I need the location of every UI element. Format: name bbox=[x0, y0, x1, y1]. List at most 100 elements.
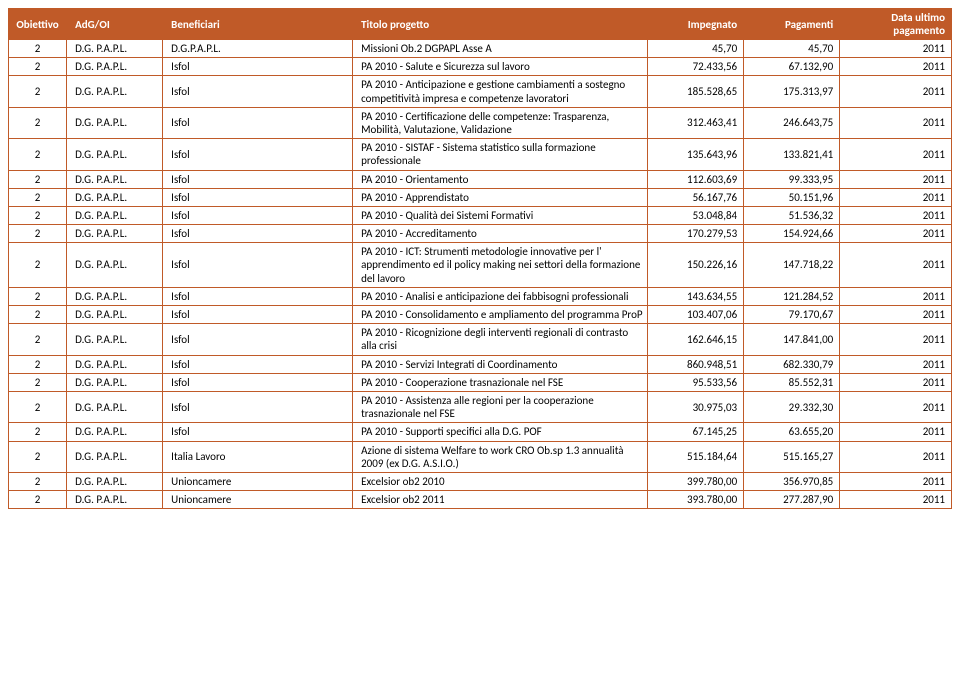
cell: 29.332,30 bbox=[744, 391, 840, 422]
cell: Isfol bbox=[163, 58, 353, 76]
cell: PA 2010 - Certificazione delle competenz… bbox=[353, 107, 648, 138]
cell: 2011 bbox=[840, 287, 952, 305]
cell: Isfol bbox=[163, 170, 353, 188]
cell: 2011 bbox=[840, 373, 952, 391]
cell: D.G. P.A.P.L. bbox=[67, 391, 163, 422]
cell: Isfol bbox=[163, 306, 353, 324]
cell: D.G.P.A.P.L. bbox=[163, 40, 353, 58]
data-table: Obiettivo AdG/OI Beneficiari Titolo prog… bbox=[8, 8, 952, 509]
cell: 50.151,96 bbox=[744, 188, 840, 206]
cell: PA 2010 - Qualità dei Sistemi Formativi bbox=[353, 206, 648, 224]
cell: D.G. P.A.P.L. bbox=[67, 225, 163, 243]
cell: Isfol bbox=[163, 225, 353, 243]
table-row: 2D.G. P.A.P.L.Italia LavoroAzione di sis… bbox=[9, 441, 952, 472]
cell: 2 bbox=[9, 243, 67, 288]
cell: D.G. P.A.P.L. bbox=[67, 423, 163, 441]
cell: 56.167,76 bbox=[648, 188, 744, 206]
col-header-data: Data ultimo pagamento bbox=[840, 9, 952, 40]
cell: 2 bbox=[9, 472, 67, 490]
table-row: 2D.G. P.A.P.L.IsfolPA 2010 - Accreditame… bbox=[9, 225, 952, 243]
cell: Excelsior ob2 2010 bbox=[353, 472, 648, 490]
cell: PA 2010 - Analisi e anticipazione dei fa… bbox=[353, 287, 648, 305]
cell: 2 bbox=[9, 373, 67, 391]
cell: Isfol bbox=[163, 391, 353, 422]
cell: Isfol bbox=[163, 355, 353, 373]
cell: 2 bbox=[9, 287, 67, 305]
cell: 154.924,66 bbox=[744, 225, 840, 243]
cell: D.G. P.A.P.L. bbox=[67, 491, 163, 509]
cell: 2 bbox=[9, 40, 67, 58]
cell: 2011 bbox=[840, 324, 952, 355]
cell: 2 bbox=[9, 206, 67, 224]
cell: D.G. P.A.P.L. bbox=[67, 188, 163, 206]
cell: 85.552,31 bbox=[744, 373, 840, 391]
cell: PA 2010 - Anticipazione e gestione cambi… bbox=[353, 76, 648, 107]
cell: Missioni Ob.2 DGPAPL Asse A bbox=[353, 40, 648, 58]
cell: 2011 bbox=[840, 441, 952, 472]
cell: 2 bbox=[9, 139, 67, 170]
cell: 133.821,41 bbox=[744, 139, 840, 170]
cell: Isfol bbox=[163, 188, 353, 206]
cell: 356.970,85 bbox=[744, 472, 840, 490]
col-header-beneficiari: Beneficiari bbox=[163, 9, 353, 40]
cell: Excelsior ob2 2011 bbox=[353, 491, 648, 509]
cell: 277.287,90 bbox=[744, 491, 840, 509]
cell: 2 bbox=[9, 491, 67, 509]
cell: 135.643,96 bbox=[648, 139, 744, 170]
cell: PA 2010 - Assistenza alle regioni per la… bbox=[353, 391, 648, 422]
cell: 147.718,22 bbox=[744, 243, 840, 288]
col-header-impegnato: Impegnato bbox=[648, 9, 744, 40]
cell: 2011 bbox=[840, 58, 952, 76]
cell: 2011 bbox=[840, 188, 952, 206]
cell: D.G. P.A.P.L. bbox=[67, 243, 163, 288]
cell: PA 2010 - Orientamento bbox=[353, 170, 648, 188]
cell: 2011 bbox=[840, 391, 952, 422]
cell: PA 2010 - Servizi Integrati di Coordinam… bbox=[353, 355, 648, 373]
cell: D.G. P.A.P.L. bbox=[67, 355, 163, 373]
table-body: 2D.G. P.A.P.L.D.G.P.A.P.L.Missioni Ob.2 … bbox=[9, 40, 952, 509]
cell: 175.313,97 bbox=[744, 76, 840, 107]
table-row: 2D.G. P.A.P.L.IsfolPA 2010 - Consolidame… bbox=[9, 306, 952, 324]
cell: 2011 bbox=[840, 170, 952, 188]
cell: 2011 bbox=[840, 306, 952, 324]
cell: PA 2010 - Cooperazione trasnazionale nel… bbox=[353, 373, 648, 391]
cell: 45,70 bbox=[744, 40, 840, 58]
cell: Isfol bbox=[163, 107, 353, 138]
cell: 2011 bbox=[840, 423, 952, 441]
table-row: 2D.G. P.A.P.L.IsfolPA 2010 - Salute e Si… bbox=[9, 58, 952, 76]
cell: Azione di sistema Welfare to work CRO Ob… bbox=[353, 441, 648, 472]
cell: 393.780,00 bbox=[648, 491, 744, 509]
cell: 95.533,56 bbox=[648, 373, 744, 391]
cell: D.G. P.A.P.L. bbox=[67, 107, 163, 138]
table-row: 2D.G. P.A.P.L.D.G.P.A.P.L.Missioni Ob.2 … bbox=[9, 40, 952, 58]
cell: 2 bbox=[9, 306, 67, 324]
cell: 67.145,25 bbox=[648, 423, 744, 441]
cell: 246.643,75 bbox=[744, 107, 840, 138]
cell: 63.655,20 bbox=[744, 423, 840, 441]
cell: 185.528,65 bbox=[648, 76, 744, 107]
cell: D.G. P.A.P.L. bbox=[67, 306, 163, 324]
cell: 2 bbox=[9, 355, 67, 373]
cell: PA 2010 - ICT: Strumenti metodologie inn… bbox=[353, 243, 648, 288]
cell: 67.132,90 bbox=[744, 58, 840, 76]
table-row: 2D.G. P.A.P.L.IsfolPA 2010 - Qualità dei… bbox=[9, 206, 952, 224]
cell: D.G. P.A.P.L. bbox=[67, 58, 163, 76]
table-row: 2D.G. P.A.P.L.IsfolPA 2010 - Cooperazion… bbox=[9, 373, 952, 391]
cell: 45,70 bbox=[648, 40, 744, 58]
cell: D.G. P.A.P.L. bbox=[67, 76, 163, 107]
cell: Unioncamere bbox=[163, 472, 353, 490]
cell: 2 bbox=[9, 58, 67, 76]
cell: 2 bbox=[9, 324, 67, 355]
cell: 2 bbox=[9, 76, 67, 107]
table-row: 2D.G. P.A.P.L.IsfolPA 2010 - Orientament… bbox=[9, 170, 952, 188]
cell: 399.780,00 bbox=[648, 472, 744, 490]
cell: 2 bbox=[9, 391, 67, 422]
cell: 515.184,64 bbox=[648, 441, 744, 472]
cell: 2 bbox=[9, 188, 67, 206]
cell: 682.330,79 bbox=[744, 355, 840, 373]
table-row: 2D.G. P.A.P.L.IsfolPA 2010 - Certificazi… bbox=[9, 107, 952, 138]
cell: Isfol bbox=[163, 243, 353, 288]
cell: D.G. P.A.P.L. bbox=[67, 40, 163, 58]
cell: 112.603,69 bbox=[648, 170, 744, 188]
cell: 860.948,51 bbox=[648, 355, 744, 373]
